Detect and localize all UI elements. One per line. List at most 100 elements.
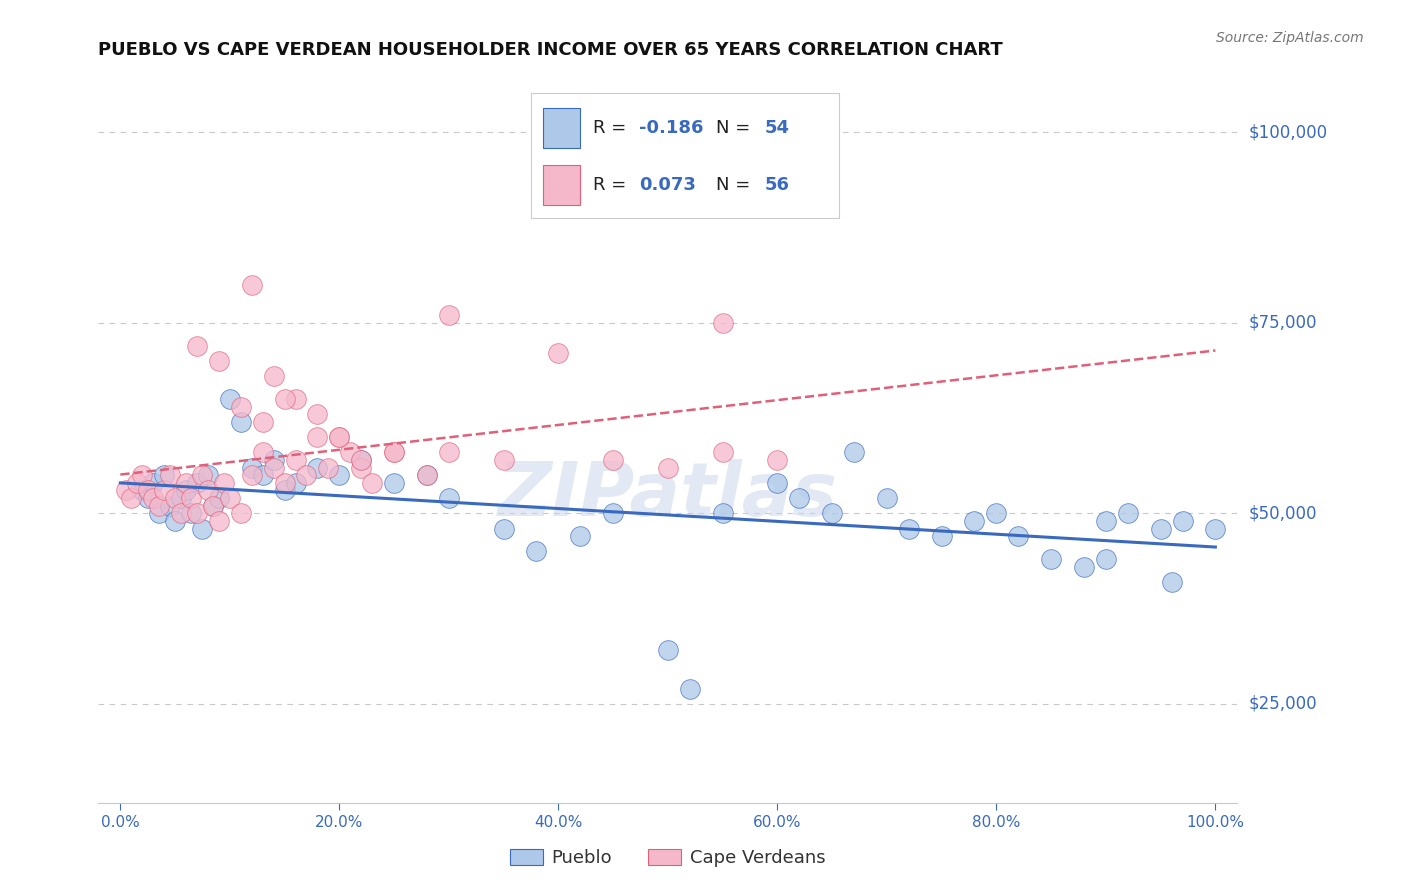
Point: [821, 506, 844, 520]
Point: [252, 415, 274, 429]
Point: [186, 475, 208, 490]
Point: [153, 468, 176, 483]
Point: [284, 475, 307, 490]
Point: [328, 430, 350, 444]
Point: [252, 445, 274, 459]
Point: [842, 445, 865, 459]
Point: [191, 521, 214, 535]
Text: Source: ZipAtlas.com: Source: ZipAtlas.com: [1216, 31, 1364, 45]
Point: [229, 415, 252, 429]
Point: [295, 468, 318, 483]
Point: [963, 514, 986, 528]
Point: [229, 400, 252, 414]
Text: $100,000: $100,000: [1249, 123, 1327, 141]
Point: [197, 468, 219, 483]
Point: [437, 308, 460, 322]
Point: [284, 453, 307, 467]
Point: [492, 453, 515, 467]
Point: [382, 475, 405, 490]
Point: [307, 407, 329, 421]
Text: $75,000: $75,000: [1249, 314, 1317, 332]
Point: [437, 491, 460, 505]
Point: [136, 483, 159, 498]
Point: [263, 460, 285, 475]
Point: [1149, 521, 1171, 535]
Text: PUEBLO VS CAPE VERDEAN HOUSEHOLDER INCOME OVER 65 YEARS CORRELATION CHART: PUEBLO VS CAPE VERDEAN HOUSEHOLDER INCOM…: [98, 41, 1002, 59]
Point: [876, 491, 898, 505]
Point: [186, 338, 208, 352]
Point: [159, 468, 181, 483]
Point: [766, 475, 789, 490]
Point: [273, 392, 295, 406]
Point: [361, 475, 384, 490]
Point: [787, 491, 810, 505]
Point: [240, 277, 263, 292]
Point: [382, 445, 405, 459]
Point: [120, 491, 142, 505]
Point: [131, 483, 153, 498]
Point: [159, 499, 181, 513]
Point: [240, 468, 263, 483]
Point: [125, 475, 148, 490]
Point: [897, 521, 920, 535]
Point: [657, 460, 679, 475]
Text: $50,000: $50,000: [1249, 504, 1317, 523]
Point: [416, 468, 439, 483]
Point: [602, 506, 624, 520]
Point: [229, 506, 252, 520]
Point: [1116, 506, 1139, 520]
Point: [526, 544, 548, 558]
Point: [766, 453, 789, 467]
Text: ZIPatlas: ZIPatlas: [498, 459, 838, 533]
Point: [1095, 552, 1118, 566]
Point: [382, 445, 405, 459]
Point: [1007, 529, 1029, 543]
Legend: Pueblo, Cape Verdeans: Pueblo, Cape Verdeans: [503, 841, 832, 874]
Point: [679, 681, 702, 696]
Point: [328, 430, 350, 444]
Point: [148, 499, 170, 513]
Point: [202, 499, 225, 513]
Point: [218, 491, 240, 505]
Point: [186, 506, 208, 520]
Point: [1095, 514, 1118, 528]
Point: [711, 445, 734, 459]
Point: [208, 354, 231, 368]
Point: [240, 460, 263, 475]
Point: [569, 529, 592, 543]
Text: $25,000: $25,000: [1249, 695, 1317, 713]
Point: [165, 514, 187, 528]
Point: [208, 514, 231, 528]
Point: [218, 392, 240, 406]
Point: [208, 491, 231, 505]
Point: [142, 475, 165, 490]
Point: [136, 491, 159, 505]
Point: [602, 453, 624, 467]
Point: [350, 453, 373, 467]
Point: [174, 475, 197, 490]
Point: [931, 529, 953, 543]
Point: [153, 483, 176, 498]
Point: [202, 499, 225, 513]
Point: [273, 483, 295, 498]
Point: [169, 506, 191, 520]
Point: [416, 468, 439, 483]
Point: [148, 506, 170, 520]
Point: [142, 491, 165, 505]
Point: [1160, 574, 1182, 589]
Point: [114, 483, 136, 498]
Point: [197, 483, 219, 498]
Point: [1204, 521, 1226, 535]
Point: [350, 460, 373, 475]
Point: [214, 475, 236, 490]
Point: [1073, 559, 1095, 574]
Point: [174, 483, 197, 498]
Point: [1040, 552, 1063, 566]
Point: [328, 468, 350, 483]
Point: [263, 369, 285, 384]
Point: [284, 392, 307, 406]
Point: [657, 643, 679, 657]
Point: [165, 491, 187, 505]
Point: [711, 506, 734, 520]
Point: [350, 453, 373, 467]
